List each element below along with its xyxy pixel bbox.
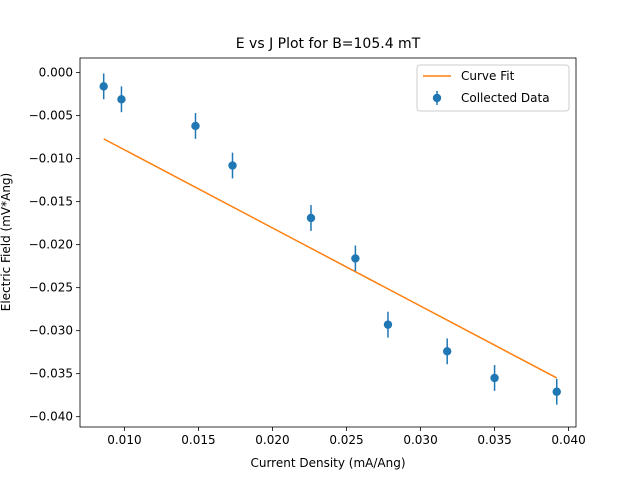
data-point (351, 254, 360, 263)
data-point (490, 373, 499, 383)
legend-label: Curve Fit (461, 69, 515, 83)
x-tick-label: 0.020 (255, 433, 289, 447)
x-tick-label: 0.040 (551, 433, 585, 447)
y-axis: 0.000 −0.005 −0.010 −0.015 −0.020 −0.025 −0.03… (29, 66, 80, 424)
y-tick-label: −0.040 (29, 410, 73, 424)
data-point (191, 121, 200, 131)
data-point (228, 161, 237, 170)
x-tick-label: 0.030 (403, 433, 437, 447)
data-point (99, 82, 108, 91)
x-tick-label: 0.025 (329, 433, 363, 447)
x-tick-label: 0.010 (107, 433, 141, 447)
curve-fit-line (103, 138, 558, 379)
x-axis-label: Current Density (mA/Ang) (250, 456, 405, 470)
legend-swatch-marker (432, 93, 442, 103)
y-axis-label: Electric Field (mV*Ang) (0, 173, 13, 312)
y-tick-label: −0.030 (29, 324, 73, 338)
data-point (552, 387, 561, 396)
chart-title: E vs J Plot for B=105.4 mT (236, 36, 421, 52)
y-tick-label: −0.010 (29, 152, 73, 166)
data-point (117, 95, 126, 104)
legend: Curve Fit Collected Data (416, 64, 570, 112)
y-tick-label: −0.015 (29, 195, 73, 209)
y-tick-label: −0.005 (29, 109, 73, 123)
y-tick-label: −0.020 (29, 238, 73, 252)
data-point (306, 213, 316, 223)
series-layer (99, 73, 561, 405)
y-tick-label: 0.000 (39, 66, 73, 80)
data-point (442, 347, 452, 356)
x-tick-label: 0.035 (477, 433, 511, 447)
y-tick-label: −0.035 (29, 367, 73, 381)
plot-frame (79, 57, 577, 428)
x-tick-label: 0.015 (181, 433, 215, 447)
data-point (383, 320, 393, 329)
legend-label: Collected Data (461, 91, 550, 105)
y-tick-label: −0.025 (29, 281, 73, 295)
x-axis: 0.010 0.015 0.020 0.025 0.030 0.035 0.040 (107, 427, 586, 447)
legend-box (416, 64, 570, 112)
